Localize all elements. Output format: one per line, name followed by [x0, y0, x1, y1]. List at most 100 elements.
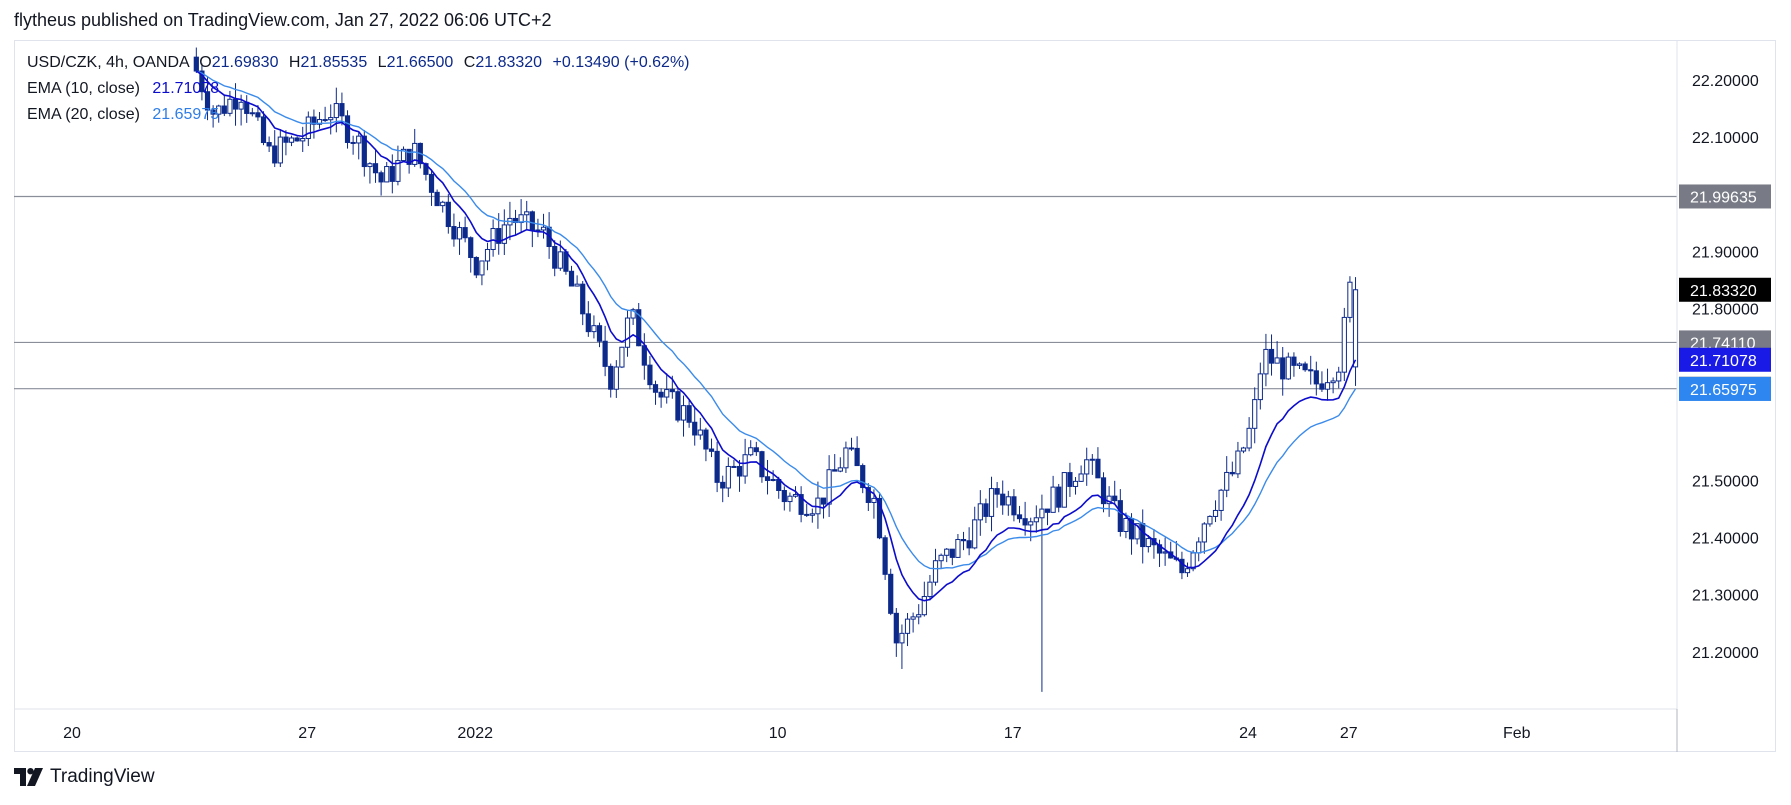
candle[interactable] [977, 490, 983, 536]
candle[interactable] [888, 568, 894, 616]
legend-ohlc-row[interactable]: USD/CZK, 4h, OANDA O21.69830 H21.85535 L… [27, 54, 690, 72]
candle[interactable] [932, 548, 939, 586]
candle[interactable] [1224, 456, 1230, 498]
candle[interactable] [395, 145, 401, 186]
candle[interactable] [1212, 500, 1219, 523]
candle[interactable] [199, 63, 205, 101]
candle[interactable] [462, 216, 468, 243]
candle[interactable] [787, 492, 793, 512]
candle[interactable] [1151, 529, 1157, 559]
candle[interactable] [1168, 541, 1174, 559]
candle[interactable] [619, 346, 625, 369]
candle[interactable] [1061, 472, 1067, 508]
candle[interactable] [221, 94, 227, 117]
candle[interactable] [686, 399, 692, 428]
candle[interactable] [624, 310, 631, 357]
candle[interactable] [1246, 417, 1252, 452]
candle[interactable] [316, 112, 323, 129]
candle[interactable] [328, 104, 334, 135]
legend-ema20-row[interactable]: EMA (20, close) 21.65975 [27, 106, 219, 124]
candle[interactable] [837, 457, 843, 473]
candle[interactable] [1201, 522, 1207, 554]
candle[interactable] [1067, 462, 1073, 497]
candle[interactable] [1044, 508, 1051, 526]
candle[interactable] [272, 130, 278, 168]
candle[interactable] [882, 535, 888, 580]
candle[interactable] [283, 130, 289, 156]
candle[interactable] [300, 126, 306, 153]
candle[interactable] [1050, 475, 1056, 513]
candle[interactable] [1296, 362, 1303, 370]
candle[interactable] [501, 209, 507, 255]
candle[interactable] [1016, 505, 1023, 523]
candle[interactable] [921, 581, 927, 617]
candle[interactable] [1330, 377, 1336, 394]
candle[interactable] [356, 131, 362, 160]
candle[interactable] [440, 200, 446, 213]
candle[interactable] [1056, 483, 1062, 513]
candle[interactable] [608, 363, 614, 398]
candle[interactable] [602, 325, 608, 377]
candle[interactable] [1291, 352, 1297, 377]
candle[interactable] [1134, 523, 1140, 545]
candle[interactable] [1268, 334, 1275, 376]
candle[interactable] [1089, 454, 1095, 475]
candle[interactable] [1240, 446, 1247, 454]
candle[interactable] [916, 604, 922, 625]
candle[interactable] [524, 200, 530, 229]
candle[interactable] [748, 440, 754, 457]
candle[interactable] [1184, 562, 1191, 577]
candle[interactable] [535, 218, 541, 238]
candle[interactable] [764, 459, 771, 495]
candle[interactable] [860, 463, 866, 494]
candle[interactable] [552, 240, 558, 277]
candle[interactable] [826, 455, 832, 517]
candle[interactable] [490, 219, 496, 257]
candle[interactable] [736, 459, 743, 492]
candle[interactable] [893, 607, 899, 657]
candle[interactable] [680, 395, 687, 437]
candle[interactable] [1257, 362, 1263, 410]
candle[interactable] [529, 210, 535, 248]
candle[interactable] [854, 436, 860, 467]
candle[interactable] [244, 95, 250, 123]
candle[interactable] [1112, 480, 1118, 505]
candle[interactable] [675, 388, 681, 423]
candle[interactable] [249, 107, 255, 117]
candle[interactable] [983, 498, 989, 524]
candle[interactable] [1140, 509, 1146, 564]
candle[interactable] [647, 355, 653, 390]
candle[interactable] [944, 548, 950, 563]
candle[interactable] [344, 110, 351, 149]
candle[interactable] [260, 111, 267, 146]
candle[interactable] [305, 111, 311, 147]
candle[interactable] [664, 373, 670, 404]
candle[interactable] [725, 457, 731, 498]
candle[interactable] [1207, 515, 1213, 527]
candle[interactable] [400, 146, 407, 162]
candle[interactable] [865, 483, 871, 512]
candle[interactable] [1179, 551, 1185, 580]
candle[interactable] [1341, 307, 1347, 382]
candle[interactable] [1005, 490, 1011, 516]
candle[interactable] [1324, 368, 1331, 401]
candle[interactable] [988, 476, 995, 532]
candle[interactable] [294, 136, 300, 142]
candle[interactable] [697, 417, 703, 440]
candle[interactable] [350, 135, 356, 155]
candle[interactable] [927, 574, 933, 601]
tradingview-logo[interactable]: TradingView [14, 766, 155, 788]
candle[interactable] [204, 76, 211, 121]
legend-ema10-row[interactable]: EMA (10, close) 21.71078 [27, 80, 219, 98]
candle[interactable] [288, 135, 295, 147]
candle[interactable] [720, 475, 726, 503]
candle[interactable] [1218, 488, 1224, 521]
candle[interactable] [1084, 447, 1090, 486]
candle[interactable] [781, 486, 787, 511]
candle[interactable] [641, 333, 647, 380]
candle[interactable] [703, 427, 709, 462]
candle[interactable] [468, 236, 474, 273]
candle[interactable] [994, 482, 1000, 508]
candle[interactable] [848, 437, 855, 451]
